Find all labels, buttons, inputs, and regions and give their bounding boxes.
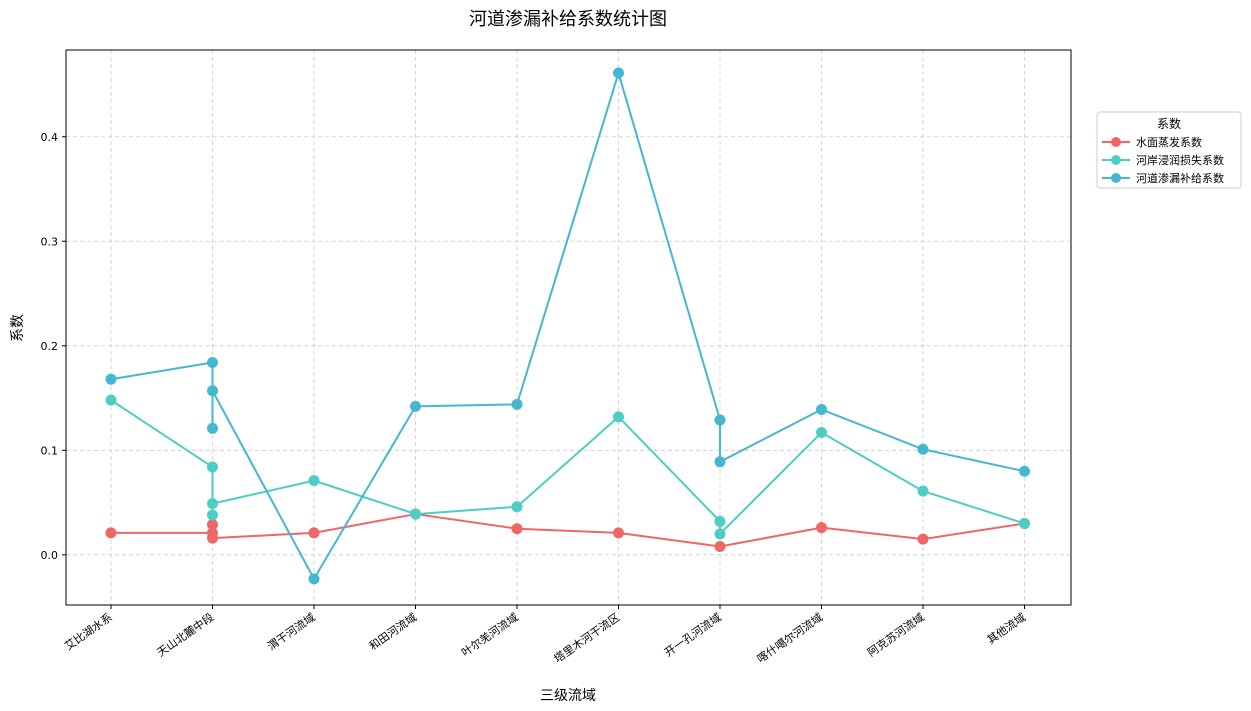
legend-label: 河岸浸润损失系数 bbox=[1136, 153, 1224, 167]
x-tick-label: 天山北麓中段 bbox=[154, 610, 216, 659]
data-point bbox=[714, 414, 726, 426]
data-point bbox=[308, 527, 320, 539]
data-point bbox=[410, 508, 421, 520]
data-point bbox=[511, 523, 523, 535]
x-tick-label: 塔里木河干流区 bbox=[551, 610, 622, 666]
x-tick-label: 叶尔羌河流域 bbox=[459, 610, 521, 659]
data-point bbox=[105, 373, 117, 385]
data-point bbox=[917, 443, 929, 455]
x-tick-label: 阿克苏河流域 bbox=[865, 610, 927, 659]
y-tick-label: 0.4 bbox=[41, 131, 59, 144]
data-point bbox=[714, 515, 726, 527]
y-tick-label: 0.1 bbox=[41, 444, 59, 457]
data-point bbox=[613, 411, 624, 423]
data-point bbox=[917, 533, 929, 545]
series-河岸浸润损失系数 bbox=[105, 394, 1030, 540]
axis-ticks: 艾比湖水系 天山北麓中段 渭干河流域 和田河流域 叶尔羌河流域 塔里木河干流区 开一孔河流域… bbox=[41, 131, 1029, 666]
data-point bbox=[207, 422, 218, 434]
legend-label: 河道渗漏补给系数 bbox=[1136, 171, 1224, 185]
y-tick-label: 0.0 bbox=[41, 549, 59, 562]
x-tick-label: 和田河流域 bbox=[366, 610, 419, 653]
series-河道渗漏补给系数 bbox=[105, 67, 1030, 585]
x-tick-label: 开一孔河流域 bbox=[662, 610, 724, 659]
chart-title: 河道渗漏补给系数统计图 bbox=[469, 9, 667, 30]
data-point bbox=[308, 573, 320, 585]
data-point bbox=[816, 427, 827, 439]
legend-label: 水面蒸发系数 bbox=[1136, 135, 1202, 149]
legend-marker bbox=[1111, 137, 1121, 147]
series-line bbox=[110, 71, 1025, 580]
legend-marker bbox=[1111, 155, 1121, 165]
legend-box bbox=[1096, 111, 1242, 189]
data-point bbox=[308, 475, 320, 487]
series-layer bbox=[105, 67, 1030, 585]
data-point bbox=[105, 394, 117, 406]
data-point bbox=[1019, 517, 1030, 529]
data-point bbox=[207, 385, 218, 397]
data-point bbox=[105, 527, 117, 539]
x-tick-label: 其他流域 bbox=[984, 610, 1028, 647]
x-axis-title: 三级流域 bbox=[540, 688, 596, 704]
data-point bbox=[511, 398, 523, 410]
data-point bbox=[714, 528, 726, 540]
plot-area bbox=[65, 49, 1072, 606]
series-line bbox=[111, 513, 1025, 548]
data-point bbox=[410, 400, 421, 412]
x-tick-label: 喀什噶尔河流域 bbox=[754, 610, 825, 666]
series-line bbox=[110, 399, 1025, 535]
legend-title: 系数 bbox=[1157, 116, 1181, 131]
data-point bbox=[207, 509, 218, 521]
y-tick-label: 0.3 bbox=[41, 235, 59, 248]
data-point bbox=[1019, 465, 1030, 477]
data-point bbox=[613, 527, 624, 539]
data-point bbox=[816, 404, 827, 416]
x-tick-label: 艾比湖水系 bbox=[62, 611, 115, 653]
y-tick-label: 0.2 bbox=[41, 340, 59, 353]
data-point bbox=[207, 532, 218, 544]
data-point bbox=[613, 67, 624, 79]
data-point bbox=[207, 519, 218, 531]
data-point bbox=[816, 522, 827, 534]
data-point bbox=[207, 461, 218, 473]
data-point bbox=[714, 540, 726, 552]
data-point bbox=[511, 501, 523, 513]
x-tick-label: 渭干河流域 bbox=[265, 610, 318, 653]
series-水面蒸发系数 bbox=[105, 508, 1030, 552]
data-point bbox=[207, 498, 218, 510]
legend-marker bbox=[1111, 173, 1121, 183]
data-point bbox=[714, 456, 726, 468]
data-point bbox=[207, 357, 218, 369]
data-point bbox=[917, 485, 929, 497]
y-axis-title: 系数 bbox=[10, 314, 26, 342]
